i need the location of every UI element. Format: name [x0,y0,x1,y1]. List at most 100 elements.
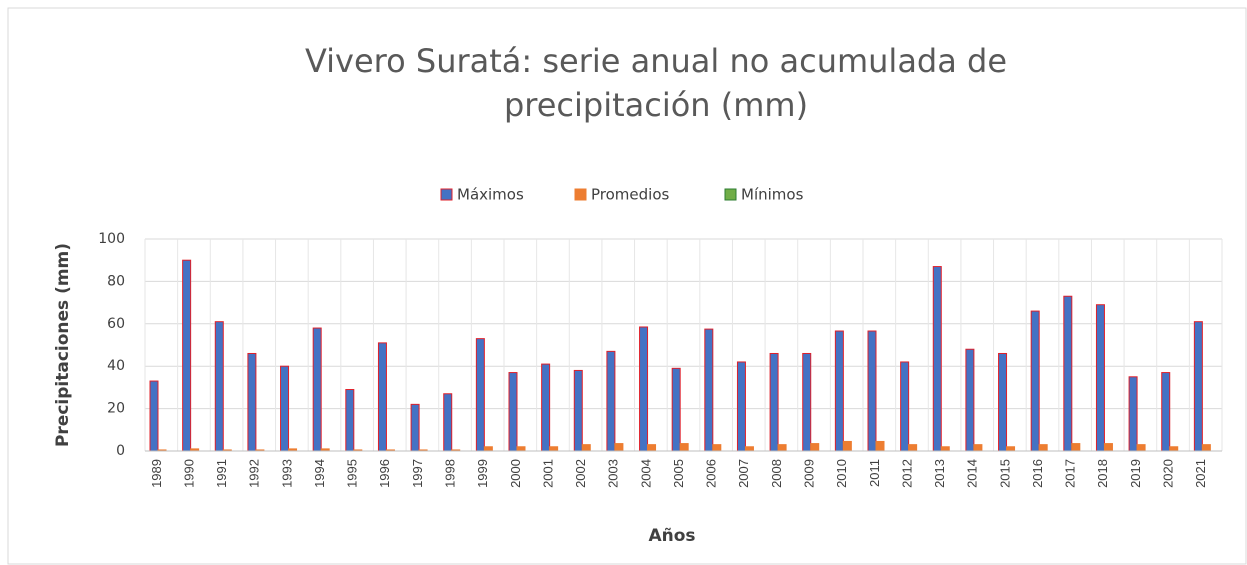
bar [777,444,787,452]
x-tick-label: 2000 [508,459,523,488]
bar [614,443,624,452]
x-tick-label: 2014 [965,459,980,488]
chart-title: Vivero Suratá: serie anual no acumulada … [305,42,1007,80]
x-axis-label: Años [648,526,695,546]
x-tick-label: 2021 [1193,459,1208,488]
x-tick-label: 2005 [671,459,686,488]
bar [475,338,485,452]
x-tick-label: 1992 [247,459,262,488]
x-tick-label: 1991 [214,459,229,488]
bar [647,444,657,452]
bar [875,440,885,452]
bar [573,369,583,452]
bar [1128,376,1138,452]
bar [744,446,754,452]
bar [736,361,746,452]
bar [973,444,983,452]
x-tick-label: 2016 [1030,459,1045,488]
x-tick-label: 2011 [867,459,882,487]
bar [1161,372,1171,452]
chart-title: precipitación (mm) [504,86,808,124]
x-tick-label: 2007 [736,459,751,488]
x-tick-label: 2017 [1063,459,1078,488]
bar [867,330,877,452]
x-tick-label: 2006 [704,459,719,488]
bar [1103,443,1113,452]
bar [182,259,192,452]
x-tick-label: 1990 [181,459,196,488]
x-tick-label: 2001 [540,459,555,488]
x-tick-label: 1989 [149,459,164,488]
bar [932,266,942,452]
x-tick-label: 1995 [345,459,360,488]
x-tick-label: 1993 [279,459,294,488]
x-tick-label: 1996 [377,459,392,488]
x-tick-label: 2020 [1160,459,1175,488]
x-tick-label: 2018 [1095,459,1110,488]
bar [842,440,852,452]
bar [1030,310,1040,452]
bar [671,367,681,452]
bar [900,361,910,452]
bar [581,444,591,452]
x-tick-label: 1997 [410,459,425,488]
y-tick-label: 20 [107,401,125,417]
legend-swatch [440,188,453,201]
bar [712,444,722,452]
bar [606,350,616,452]
bar [769,352,779,452]
bar [312,327,322,452]
bar [940,446,950,452]
legend-label: Promedios [591,186,670,204]
bar [1095,304,1105,452]
legend-label: Máximos [457,186,524,204]
x-tick-label: 1994 [312,459,327,488]
bar [410,403,420,452]
y-tick-label: 80 [107,273,125,289]
bar [247,352,257,452]
x-tick-label: 2008 [769,459,784,488]
bar [810,443,820,452]
legend-swatch [724,188,737,201]
bar [1193,321,1203,452]
x-tick-label: 2019 [1128,459,1143,488]
bar [508,372,518,452]
bar [965,348,975,452]
bar [1136,444,1146,452]
legend-swatch [574,188,587,201]
bar [214,321,224,452]
y-tick-label: 60 [107,316,125,332]
bar [1063,295,1073,452]
bar [1038,444,1048,452]
bar [704,328,714,452]
bar [1071,443,1081,452]
y-tick-label: 40 [107,358,125,374]
bar [541,363,551,452]
bar [998,352,1008,452]
bar [549,446,559,452]
legend-label: Mínimos [741,186,804,204]
bar [345,389,355,452]
bar [280,365,290,452]
bar [1169,446,1179,452]
bar [149,380,159,452]
bar [679,443,689,452]
bar [1201,444,1211,452]
chart-border [7,7,1247,565]
bar [834,330,844,452]
x-tick-label: 2002 [573,459,588,488]
x-tick-label: 2009 [801,459,816,488]
bar [377,342,387,452]
y-tick-label: 100 [98,231,125,247]
x-tick-label: 1998 [442,459,457,488]
y-tick-label: 0 [116,443,125,459]
x-tick-label: 2003 [606,459,621,488]
x-tick-label: 2013 [932,459,947,488]
x-tick-label: 2012 [899,459,914,488]
bar [443,393,453,452]
y-axis-label: Precipitaciones (mm) [53,243,73,447]
x-tick-label: 2010 [834,459,849,488]
bar [516,446,526,452]
x-tick-label: 2015 [997,459,1012,488]
bar [802,352,812,452]
